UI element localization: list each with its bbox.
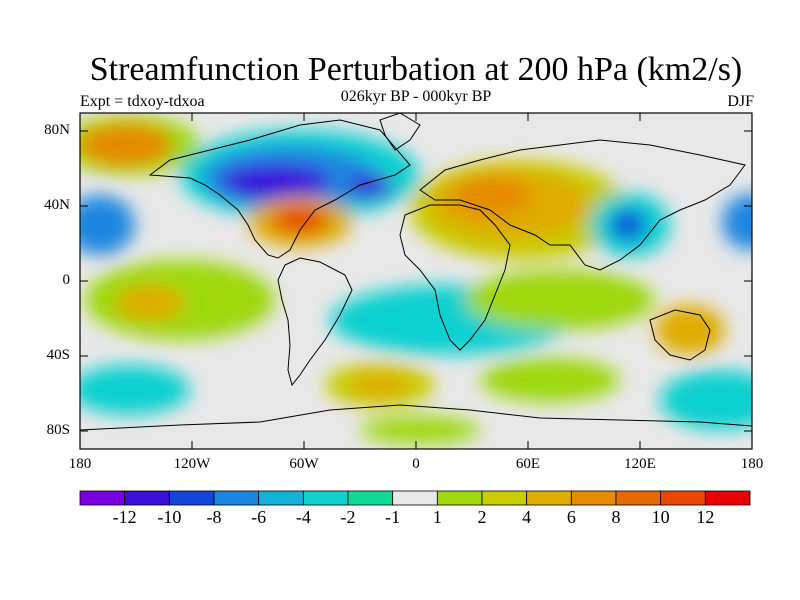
colorbar-label: -8 xyxy=(206,507,222,527)
colorbar-swatch xyxy=(660,490,706,506)
lon-label-120e: 120E xyxy=(624,456,656,472)
axis-ticks xyxy=(79,113,753,449)
south-america-coast xyxy=(277,257,353,387)
colorbar-label: -10 xyxy=(157,507,182,527)
colorbar-label: -4 xyxy=(295,507,311,527)
season-label: DJF xyxy=(727,93,754,110)
colorbar-swatch xyxy=(570,490,617,506)
field-trop-io xyxy=(465,270,655,330)
field-so-cyan xyxy=(660,370,752,430)
chart-subtitle: 026kyr BP - 000kyr BP xyxy=(340,88,492,105)
colorbar-swatch xyxy=(79,490,126,506)
colorbar-swatch xyxy=(302,490,349,506)
lon-label-180w: 180 xyxy=(68,456,92,472)
colorbar-label: 12 xyxy=(696,507,715,527)
field-atl-core xyxy=(272,206,328,234)
antarctica-coast xyxy=(80,404,752,431)
colorbar-label: 6 xyxy=(566,507,576,527)
colorbar-label: -12 xyxy=(112,507,137,527)
colorbar-label: 4 xyxy=(522,507,532,527)
field-sp-cyan xyxy=(80,365,190,415)
coastlines xyxy=(80,113,752,431)
colorbar-label: -2 xyxy=(340,507,356,527)
field-si-green xyxy=(480,358,620,402)
lat-label-40n: 40N xyxy=(44,197,70,213)
field-atl-deep xyxy=(348,175,392,199)
lat-label-80s: 80S xyxy=(46,422,70,438)
field-eu-orange xyxy=(450,175,530,215)
colorbar xyxy=(79,490,751,506)
colorbar-label: 10 xyxy=(651,507,670,527)
lat-label-40s: 40S xyxy=(46,347,70,363)
field-pac-blue-east xyxy=(722,194,752,250)
lat-label-0: 0 xyxy=(62,272,71,288)
colorbar-swatch xyxy=(704,490,751,506)
field-tropac-gold xyxy=(115,285,185,321)
colorbar-label: -1 xyxy=(385,507,401,527)
field-ea-blue xyxy=(610,210,646,240)
field-na-deep xyxy=(220,164,330,200)
chart-title: Streamfunction Perturbation at 200 hPa (… xyxy=(89,51,743,88)
colorbar-swatch xyxy=(347,490,394,506)
colorbar-swatch xyxy=(526,490,572,506)
colorbar-swatch xyxy=(392,490,438,506)
colorbar-swatch xyxy=(124,490,170,506)
lon-label-60e: 60E xyxy=(515,456,541,472)
lon-label-0: 0 xyxy=(412,456,420,472)
colorbar-swatch xyxy=(481,490,528,506)
colorbar-swatch xyxy=(615,490,662,506)
colorbar-label: 2 xyxy=(477,507,487,527)
field-sa-gold xyxy=(350,373,410,397)
lon-label-180e: 180 xyxy=(740,456,764,472)
colorbar-label: -6 xyxy=(251,507,267,527)
lon-label-120w: 120W xyxy=(173,456,211,472)
africa-coast xyxy=(399,204,511,351)
greenland-coast xyxy=(379,113,421,151)
colorbar-swatch xyxy=(213,490,260,506)
colorbar-swatch xyxy=(436,490,483,506)
colorbar-swatch xyxy=(168,490,215,506)
colorbar-swatch xyxy=(258,490,304,506)
field-pac-blue xyxy=(80,195,135,255)
eurasia-coast xyxy=(419,139,746,271)
map-panel xyxy=(80,113,752,449)
colorbar-label: 8 xyxy=(611,507,621,527)
north-america-coast xyxy=(148,119,411,259)
australia-coast xyxy=(649,309,711,361)
field-aus-gold xyxy=(655,305,725,355)
experiment-label: Expt = tdxoy-tdxoa xyxy=(80,93,205,110)
colorbar-label: 1 xyxy=(432,507,442,527)
lon-label-60w: 60W xyxy=(289,456,319,472)
field-ant-green xyxy=(360,416,480,444)
lat-label-80n: 80N xyxy=(44,122,70,138)
field-nw-orange xyxy=(80,123,173,167)
